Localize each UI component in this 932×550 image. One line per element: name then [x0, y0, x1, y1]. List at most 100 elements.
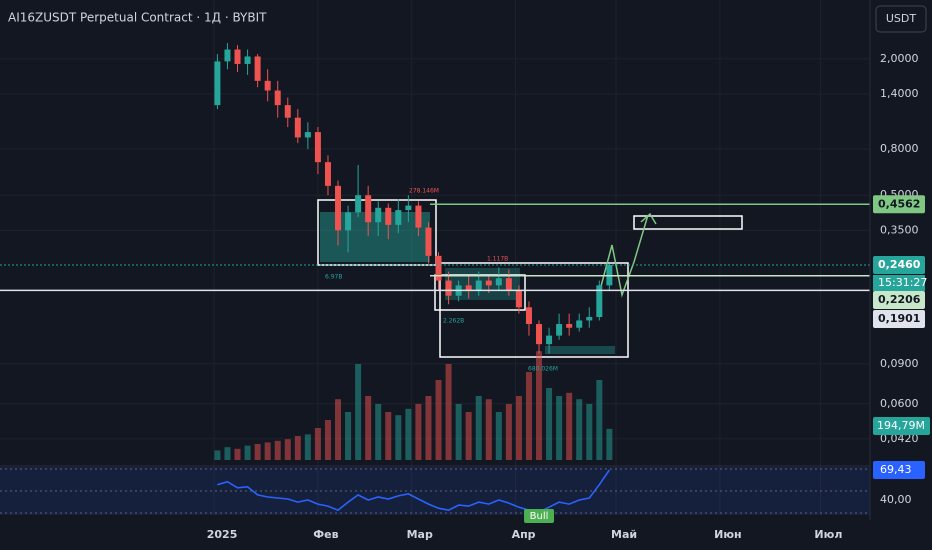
price-label-bg	[873, 195, 925, 214]
volume-bar	[586, 404, 593, 460]
volume-label-bg	[873, 417, 930, 435]
candle-body	[385, 207, 392, 225]
volume-bar	[234, 448, 241, 460]
price-label: 0,2206	[878, 293, 921, 306]
volume-bar	[264, 442, 271, 460]
box	[439, 262, 629, 358]
candle-body	[445, 280, 452, 296]
annotation: 680.026M	[528, 366, 558, 373]
volume-bar	[284, 439, 291, 460]
rsi-tick-label: 40,00	[880, 493, 912, 506]
y-tick-label: 0,0600	[880, 397, 919, 410]
currency-button[interactable]	[875, 5, 927, 33]
candle-body	[304, 132, 311, 138]
volume-bar	[314, 428, 321, 460]
candle-body	[294, 117, 301, 138]
price-label-bg	[873, 291, 925, 310]
x-tick-label: Май	[611, 528, 637, 541]
candle-body	[475, 280, 482, 291]
projection	[599, 214, 649, 298]
candle-body	[324, 162, 331, 186]
candle-body	[525, 307, 532, 325]
volume-bar	[214, 450, 221, 460]
signal-badge	[524, 509, 555, 523]
x-tick-label: 2025	[207, 528, 238, 541]
candle-body	[485, 280, 492, 286]
price-label: 0,2460	[878, 258, 921, 271]
volume-bar	[415, 404, 422, 460]
volume-bar	[465, 412, 472, 460]
price-label: 0,1901	[878, 312, 920, 325]
y-tick-label: 2,0000	[880, 52, 919, 65]
volume-bar	[405, 408, 412, 460]
volume-bar	[345, 412, 352, 460]
volume-bar	[375, 404, 382, 460]
candle-body	[556, 324, 563, 336]
volume-bar	[515, 396, 522, 460]
price-label: 0,4562	[878, 197, 920, 210]
y-tick-label: 0,8000	[880, 142, 919, 155]
candle-body	[314, 132, 321, 163]
price-axis	[870, 0, 932, 550]
volume-bar	[505, 404, 512, 460]
candle-body	[254, 56, 261, 81]
y-tick-label: 0,3500	[880, 223, 919, 236]
volume-bar	[335, 399, 342, 460]
candle-body	[335, 185, 342, 231]
volume-bar	[395, 415, 402, 460]
volume-bar	[485, 399, 492, 460]
volume-bar	[244, 445, 251, 460]
volume-bar	[596, 380, 603, 460]
candle-body	[264, 80, 271, 91]
annotation: 278.146M	[409, 188, 439, 195]
annotation: 2.262B	[443, 318, 464, 325]
volume-bar	[425, 396, 432, 460]
volume-bar	[525, 372, 532, 460]
candle-body	[355, 195, 362, 213]
countdown-bg	[873, 275, 925, 292]
x-tick-label: Июл	[814, 528, 842, 541]
volume-bar	[536, 351, 543, 460]
x-tick-label: Мар	[407, 528, 433, 541]
volume-bar	[546, 388, 553, 460]
price-label-bg	[873, 256, 925, 275]
candle-body	[375, 207, 382, 223]
x-tick-label: Фев	[313, 528, 338, 541]
volume-bar	[576, 399, 583, 460]
candle-body	[505, 278, 512, 291]
axes: 2,00001,40000,80000,50000,35000,09000,06…	[207, 52, 930, 541]
volume-bar	[566, 392, 573, 460]
y-tick-label: 0,0420	[880, 432, 919, 445]
chart-title: AI16ZUSDT Perpetual Contract · 1Д · BYBI…	[8, 11, 267, 25]
volume-bar	[495, 412, 502, 460]
y-tick-label: 1,4000	[880, 87, 919, 100]
x-tick-label: Апр	[512, 528, 536, 541]
volume-bar	[355, 364, 362, 460]
candle-body	[546, 335, 553, 345]
candle-body	[345, 212, 352, 231]
candle-body	[395, 210, 402, 225]
target-box	[633, 215, 743, 230]
volume-bar	[294, 436, 301, 460]
volume-bar	[445, 364, 452, 460]
candle-body	[465, 285, 472, 291]
currency-label[interactable]: USDT	[886, 12, 917, 25]
rsi-label: 69,43	[880, 463, 912, 476]
projection-arrow	[640, 212, 657, 225]
candle-body	[586, 316, 593, 321]
annotation: 1.117B	[487, 256, 508, 263]
volume-bar	[324, 420, 331, 460]
candle-body	[425, 227, 432, 256]
candle-body	[566, 324, 573, 328]
candle-body	[536, 324, 543, 345]
annotation: 6.97B	[325, 274, 342, 281]
volume-bar	[304, 434, 311, 460]
candle-body	[214, 61, 221, 106]
x-tick-label: Июн	[714, 528, 742, 541]
candle-body	[244, 56, 251, 64]
rsi-label-bg	[873, 461, 925, 480]
candle-body	[274, 90, 281, 106]
volume-bar	[274, 440, 281, 460]
price-label-bg	[873, 310, 925, 329]
